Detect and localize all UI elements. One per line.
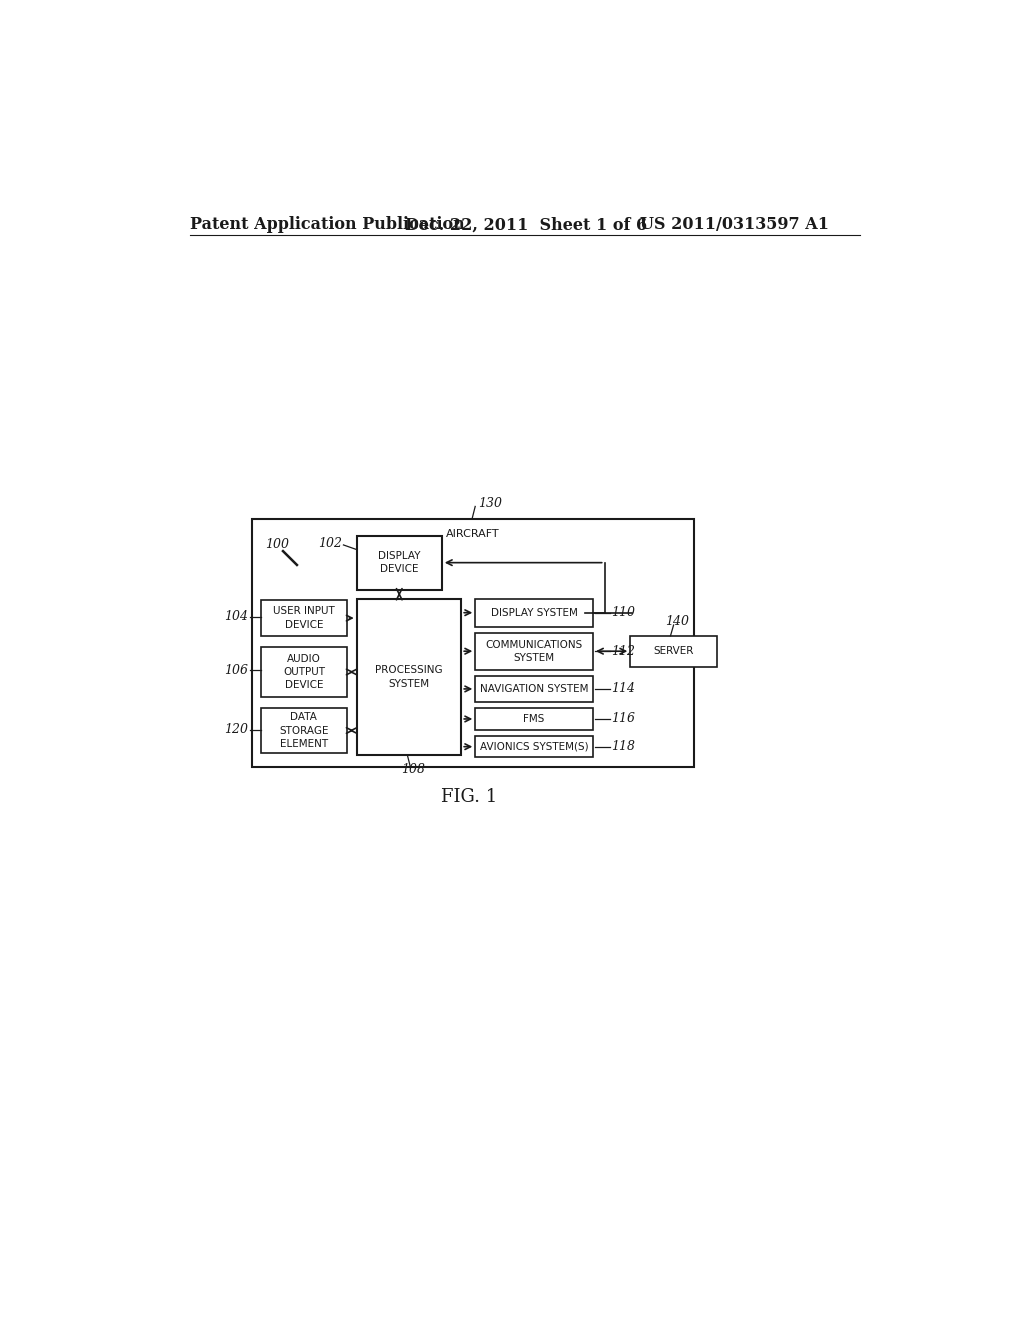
Text: COMMUNICATIONS
SYSTEM: COMMUNICATIONS SYSTEM: [485, 640, 583, 663]
Text: 106: 106: [224, 664, 248, 677]
Text: 112: 112: [611, 644, 636, 657]
Text: AIRCRAFT: AIRCRAFT: [446, 529, 500, 539]
Bar: [630, 636, 717, 667]
Text: SERVER: SERVER: [653, 647, 694, 656]
Text: AVIONICS SYSTEM(S): AVIONICS SYSTEM(S): [480, 742, 589, 751]
Text: 118: 118: [611, 741, 636, 754]
Text: 110: 110: [611, 606, 636, 619]
Bar: [261, 601, 346, 636]
Bar: [356, 599, 461, 755]
Text: DATA
STORAGE
ELEMENT: DATA STORAGE ELEMENT: [280, 713, 329, 748]
Bar: [261, 647, 346, 697]
Text: 114: 114: [611, 682, 636, 696]
Bar: [475, 708, 593, 730]
Bar: [475, 676, 593, 702]
Text: 102: 102: [317, 537, 342, 550]
Bar: [261, 709, 346, 752]
Text: PROCESSING
SYSTEM: PROCESSING SYSTEM: [375, 665, 442, 689]
Text: 108: 108: [400, 763, 425, 776]
Bar: [475, 737, 593, 758]
Text: 120: 120: [224, 723, 248, 737]
Text: DISPLAY SYSTEM: DISPLAY SYSTEM: [490, 607, 578, 618]
Bar: [475, 632, 593, 669]
Text: FIG. 1: FIG. 1: [441, 788, 497, 807]
Text: NAVIGATION SYSTEM: NAVIGATION SYSTEM: [480, 684, 589, 694]
Text: Dec. 22, 2011  Sheet 1 of 6: Dec. 22, 2011 Sheet 1 of 6: [406, 216, 647, 234]
Bar: [252, 519, 693, 767]
Text: Patent Application Publication: Patent Application Publication: [190, 216, 465, 234]
Text: FMS: FMS: [523, 714, 545, 723]
Text: USER INPUT
DEVICE: USER INPUT DEVICE: [273, 606, 335, 630]
Text: 100: 100: [265, 539, 289, 552]
Text: 116: 116: [611, 713, 636, 726]
Text: DISPLAY
DEVICE: DISPLAY DEVICE: [378, 550, 421, 574]
Text: 104: 104: [224, 610, 248, 623]
Text: 140: 140: [666, 615, 689, 628]
Text: AUDIO
OUTPUT
DEVICE: AUDIO OUTPUT DEVICE: [283, 653, 325, 690]
Bar: [356, 536, 442, 590]
Text: 130: 130: [478, 496, 503, 510]
Bar: [475, 599, 593, 627]
Text: US 2011/0313597 A1: US 2011/0313597 A1: [640, 216, 828, 234]
